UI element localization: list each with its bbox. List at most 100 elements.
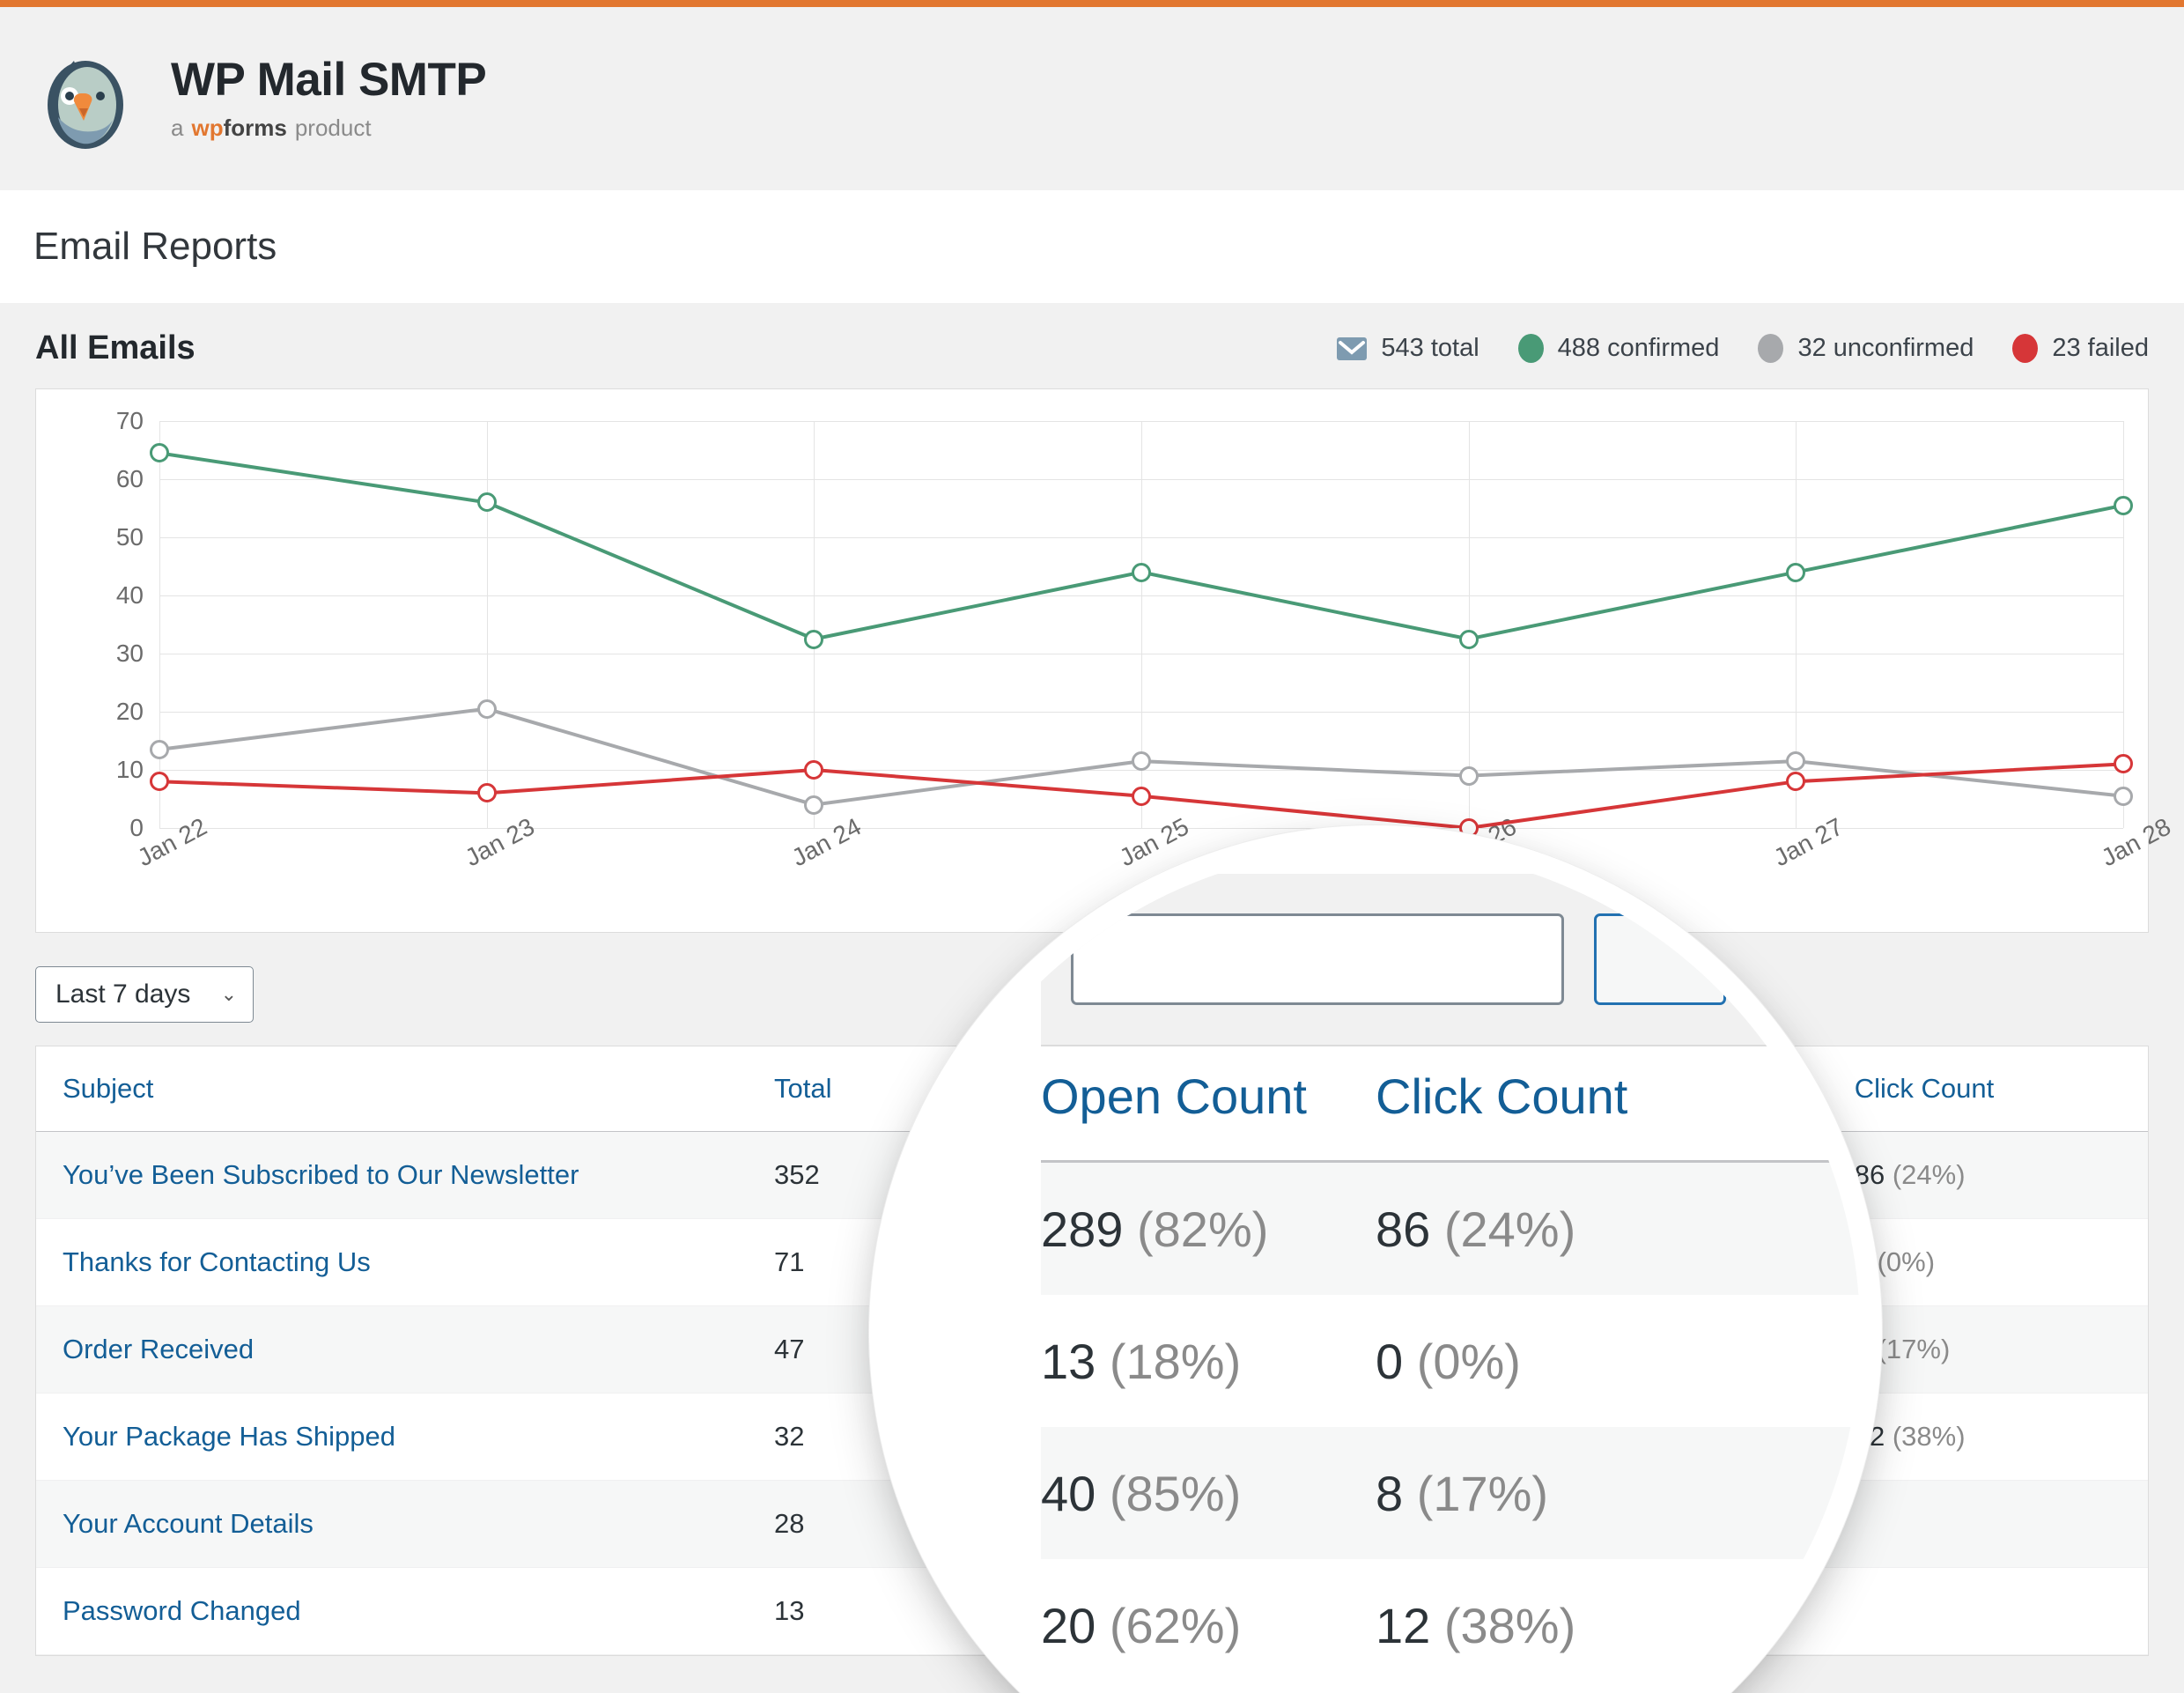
subject-link[interactable]: Your Account Details <box>63 1508 314 1539</box>
page-title-band: Email Reports <box>0 190 2184 303</box>
subject-link[interactable]: You’ve Been Subscribed to Our Newsletter <box>63 1159 579 1190</box>
subject-link[interactable]: Order Received <box>63 1334 255 1364</box>
cell-subject: Your Package Has Shipped <box>36 1393 775 1481</box>
chart-point <box>150 772 169 792</box>
y-axis-tick: 60 <box>115 465 144 492</box>
chart-point <box>476 783 497 803</box>
chart-point <box>1786 562 1806 582</box>
chart-point <box>804 629 824 649</box>
subject-link[interactable]: Password Changed <box>63 1595 301 1626</box>
search-submit-button[interactable] <box>1594 913 1726 1005</box>
chart-point <box>1786 772 1806 792</box>
chevron-down-icon: ⌄ <box>220 983 237 1005</box>
cell-subject: Thanks for Contacting Us <box>36 1218 775 1306</box>
y-axis-tick: 10 <box>115 756 144 783</box>
chart-point <box>1458 765 1479 786</box>
magnified-header-row: Open Count Click Count <box>1041 1068 1860 1163</box>
filter-row: Last 7 days ⌄ <box>0 933 2184 1046</box>
gridline-vertical <box>1796 421 1797 828</box>
magnified-rows: 289 (82%) 86 (24%) 13 (18%) 0 (0%) 40 (85%) 8… <box>1041 1163 1860 1691</box>
brand-sub-prefix: a <box>171 115 184 142</box>
chart-point <box>1786 751 1806 772</box>
magnified-cell-click-count: 86 (24%) <box>1376 1201 1576 1257</box>
y-axis-tick: 50 <box>115 523 144 551</box>
magnified-cell-open-count: 13 (18%) <box>1041 1333 1242 1389</box>
chart-point <box>2114 495 2133 515</box>
legend-item-failed: 23 failed <box>2012 334 2149 363</box>
chart-point <box>804 795 824 815</box>
email-chart-card: 0 10 20 30 40 50 60 70 Jan 22 Jan 23 Jan 24 Jan 25 J… <box>35 388 2175 933</box>
search-input[interactable] <box>1071 913 1564 1005</box>
status-dot-unconfirmed <box>1758 334 1784 363</box>
section-header: All Emails 543 total 488 confirmed 32 un… <box>0 303 2184 388</box>
legend-label-unconfirmed: 32 unconfirmed <box>1797 334 1974 362</box>
envelope-icon <box>1337 336 1368 360</box>
cell-click-count: 12 (38%) <box>1854 1393 2148 1481</box>
chart-point <box>2114 786 2133 806</box>
magnified-column-header-open-count[interactable]: Open Count <box>1041 1068 1307 1124</box>
gridline-horizontal <box>159 828 2123 829</box>
gridline-vertical <box>486 421 488 828</box>
y-axis-tick: 30 <box>115 639 144 667</box>
legend-item-confirmed: 488 confirmed <box>1517 334 1720 363</box>
wpforms-wp-text: wp <box>191 115 224 142</box>
legend-item-total: 543 total <box>1337 334 1479 363</box>
gridline-vertical <box>1141 421 1142 828</box>
y-axis-tick: 40 <box>115 581 144 609</box>
cell-subject: You’ve Been Subscribed to Our Newsletter <box>36 1131 775 1219</box>
status-dot-failed <box>2012 334 2039 363</box>
magnifier-content: 8 Open Count Click Count 289 (82%)86 (24… <box>891 847 1860 1693</box>
cell-click-count <box>1854 1480 2148 1568</box>
y-axis-tick: 20 <box>115 698 144 725</box>
magnified-table: Open Count Click Count 289 (82%) 86 (24%)… <box>1041 1068 1860 1691</box>
date-range-select[interactable]: Last 7 days ⌄ <box>35 966 254 1023</box>
cell-click-count: 0 (0%) <box>1854 1218 2148 1306</box>
legend-label-total: 543 total <box>1381 334 1479 362</box>
chart-point <box>1132 562 1151 582</box>
chart-point <box>804 760 824 780</box>
chart-legend: 543 total 488 confirmed 32 unconfirmed 2… <box>1337 334 2149 363</box>
magnified-cell-click-count: 0 (0%) <box>1376 1333 1521 1389</box>
magnified-column-header-click-count[interactable]: Click Count <box>1376 1068 1628 1124</box>
magnifier-lens: 8 Open Count Click Count 289 (82%)86 (24… <box>891 847 1860 1693</box>
legend-label-confirmed: 488 confirmed <box>1557 334 1720 362</box>
y-axis-tick: 0 <box>129 814 144 841</box>
magnified-cell-open-count: 20 (62%) <box>1041 1597 1242 1653</box>
chart-point <box>1132 786 1151 806</box>
legend-item-unconfirmed: 32 unconfirmed <box>1758 334 1974 363</box>
gridline-vertical <box>1468 421 1470 828</box>
cell-subject: Password Changed <box>36 1567 775 1655</box>
gridline-vertical <box>2123 421 2124 828</box>
cell-click-count <box>1854 1567 2148 1655</box>
cell-subject: Order Received <box>36 1305 775 1394</box>
wpforms-forms-text: forms <box>223 115 287 142</box>
magnified-cell-open-count: 40 (85%) <box>1041 1465 1242 1521</box>
date-range-value: Last 7 days <box>55 980 191 1009</box>
cell-subject: Your Account Details <box>36 1480 775 1568</box>
brand-subtitle: a wpforms product <box>171 115 486 142</box>
chart-point <box>476 492 497 513</box>
column-header-click-count[interactable]: Click Count <box>1854 1046 2148 1132</box>
magnified-table-row: 289 (82%) 86 (24%) <box>1041 1163 1860 1295</box>
y-axis-tick: 70 <box>115 407 144 434</box>
chart-point <box>476 699 497 719</box>
chart-plot-area: 0 10 20 30 40 50 60 70 Jan 22 Jan 23 Jan 24 Jan 25 J… <box>116 407 2175 871</box>
column-header-subject[interactable]: Subject <box>36 1046 775 1132</box>
brand-sub-suffix: product <box>294 115 372 142</box>
magnified-toolbar <box>1041 874 1860 1046</box>
top-accent-bar <box>0 0 2184 7</box>
legend-label-failed: 23 failed <box>2052 334 2149 362</box>
chart-point <box>1132 751 1151 772</box>
magnified-table-row: 40 (85%) 8 (17%) <box>1041 1427 1860 1559</box>
chart-point <box>150 443 169 463</box>
section-title: All Emails <box>35 329 196 366</box>
pigeon-mascot-icon <box>33 47 137 151</box>
magnified-cell-open-count: 289 (82%) <box>1041 1201 1269 1257</box>
subject-link[interactable]: Thanks for Contacting Us <box>63 1246 371 1277</box>
magnified-table-row: 20 (62%) 12 (38%) <box>1041 1559 1860 1691</box>
magnified-cell-click-count: 8 (17%) <box>1376 1465 1549 1521</box>
gridline-vertical <box>159 421 160 828</box>
subject-link[interactable]: Your Package Has Shipped <box>63 1421 396 1452</box>
brand-title: WP Mail SMTP <box>171 53 487 106</box>
